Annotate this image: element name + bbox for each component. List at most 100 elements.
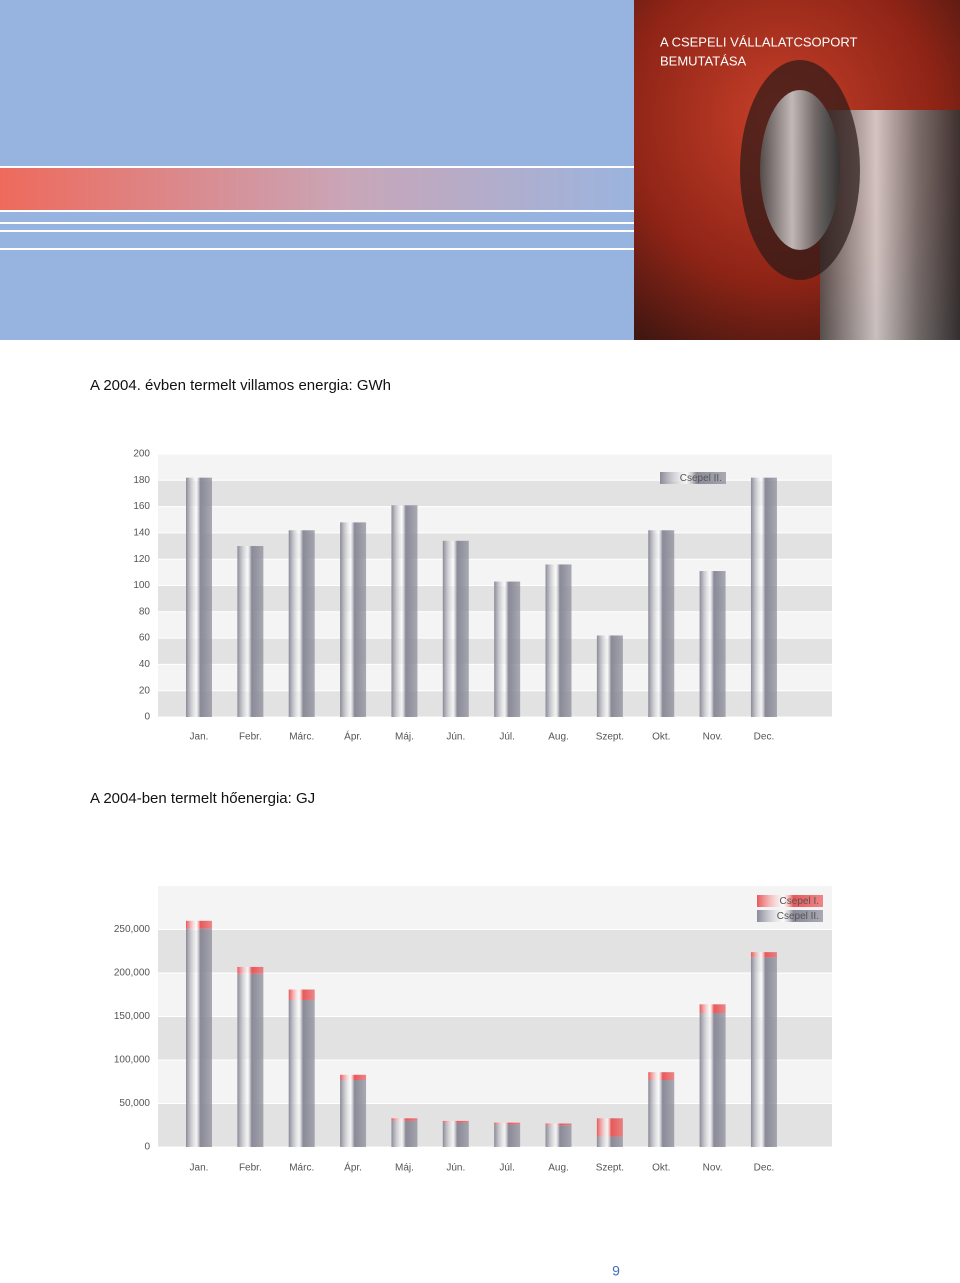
x-tick-label: Szept. xyxy=(596,732,624,743)
bar xyxy=(340,522,367,717)
x-tick-label: Aug. xyxy=(548,1163,569,1174)
chart-title: A 2004-ben termelt hőenergia: GJ xyxy=(90,790,315,807)
y-tick-label: 0 xyxy=(144,1142,150,1153)
y-tick-label: 160 xyxy=(133,501,150,512)
bar xyxy=(596,635,623,717)
bar xyxy=(340,1080,367,1147)
y-tick-label: 60 xyxy=(139,633,151,644)
x-tick-label: Aug. xyxy=(548,732,569,743)
x-tick-label: Jan. xyxy=(190,1163,209,1174)
x-tick-label: Júl. xyxy=(499,1163,515,1174)
bar xyxy=(237,546,264,717)
bar xyxy=(750,952,777,958)
bar xyxy=(391,1120,418,1147)
bar xyxy=(699,1013,726,1147)
x-tick-label: Dec. xyxy=(754,732,775,743)
grid-band xyxy=(158,886,832,930)
y-tick-label: 40 xyxy=(139,659,151,670)
bar xyxy=(596,1136,623,1147)
legend-swatch xyxy=(757,910,823,922)
grid-band xyxy=(158,929,832,973)
bar xyxy=(750,957,777,1147)
bar xyxy=(391,1118,418,1121)
bar xyxy=(545,1123,572,1126)
x-tick-label: Nov. xyxy=(703,1163,723,1174)
y-tick-label: 180 xyxy=(133,475,150,486)
rule xyxy=(0,210,634,212)
bar xyxy=(442,540,469,717)
rule xyxy=(0,166,634,168)
bar xyxy=(545,564,572,717)
chart-title: A 2004. évben termelt villamos energia: … xyxy=(90,377,391,394)
rule xyxy=(0,222,634,224)
bar xyxy=(237,973,264,1147)
x-tick-label: Szept. xyxy=(596,1163,624,1174)
x-tick-label: Jan. xyxy=(190,732,209,743)
x-tick-label: Jún. xyxy=(446,1163,465,1174)
bar xyxy=(596,1118,623,1137)
grid-band xyxy=(158,480,832,507)
bar xyxy=(545,1125,572,1147)
y-tick-label: 0 xyxy=(144,712,150,723)
y-tick-label: 150,000 xyxy=(114,1011,151,1022)
x-tick-label: Ápr. xyxy=(344,730,362,743)
header-stripe xyxy=(0,168,634,210)
bar xyxy=(391,505,418,717)
x-tick-label: Nov. xyxy=(703,732,723,743)
y-tick-label: 50,000 xyxy=(119,1098,150,1109)
rule xyxy=(0,248,634,250)
y-tick-label: 200 xyxy=(133,449,150,460)
bar xyxy=(699,571,726,717)
bar xyxy=(186,928,212,1147)
y-tick-label: 100,000 xyxy=(114,1055,151,1066)
legend-swatch xyxy=(660,472,726,484)
x-tick-label: Jún. xyxy=(446,732,465,743)
grid-band xyxy=(158,506,832,533)
bar xyxy=(288,530,315,717)
x-tick-label: Okt. xyxy=(652,1163,670,1174)
header-title: A CSEPELI VÁLLALATCSOPORT xyxy=(660,34,858,49)
x-tick-label: Okt. xyxy=(652,732,670,743)
header-title: BEMUTATÁSA xyxy=(660,53,747,68)
legend-swatch xyxy=(757,895,823,907)
bar xyxy=(494,581,521,717)
x-tick-label: Ápr. xyxy=(344,1161,362,1174)
legend-label: Csepel I. xyxy=(780,896,819,907)
y-tick-label: 20 xyxy=(139,685,151,696)
bar xyxy=(237,966,264,974)
y-tick-label: 250,000 xyxy=(114,924,151,935)
rule xyxy=(0,230,634,232)
bar xyxy=(750,477,777,717)
grid-band xyxy=(158,532,832,560)
bar xyxy=(494,1124,521,1147)
header: A CSEPELI VÁLLALATCSOPORT BEMUTATÁSA xyxy=(0,0,960,340)
bar xyxy=(340,1074,367,1081)
x-tick-label: Máj. xyxy=(395,732,414,743)
x-tick-label: Febr. xyxy=(239,732,262,743)
bar xyxy=(288,989,315,1000)
x-tick-label: Júl. xyxy=(499,732,515,743)
bar xyxy=(186,477,212,717)
bar xyxy=(648,530,675,717)
x-tick-label: Márc. xyxy=(289,1163,314,1174)
legend-label: Csepel II. xyxy=(680,473,722,484)
x-tick-label: Dec. xyxy=(754,1163,775,1174)
grid-band xyxy=(158,454,832,481)
y-tick-label: 80 xyxy=(139,606,151,617)
y-tick-label: 100 xyxy=(133,580,150,591)
bar xyxy=(648,1072,675,1081)
bar xyxy=(442,1120,469,1123)
bar xyxy=(186,920,212,929)
bar xyxy=(648,1080,675,1147)
page-number: 9 xyxy=(612,1263,620,1279)
y-tick-label: 120 xyxy=(133,554,150,565)
x-tick-label: Márc. xyxy=(289,732,314,743)
bar xyxy=(442,1122,469,1147)
y-tick-label: 140 xyxy=(133,528,150,539)
bar xyxy=(699,1004,726,1014)
x-tick-label: Febr. xyxy=(239,1163,262,1174)
bar xyxy=(288,999,315,1147)
photo-ring xyxy=(760,90,840,250)
y-tick-label: 200,000 xyxy=(114,968,151,979)
